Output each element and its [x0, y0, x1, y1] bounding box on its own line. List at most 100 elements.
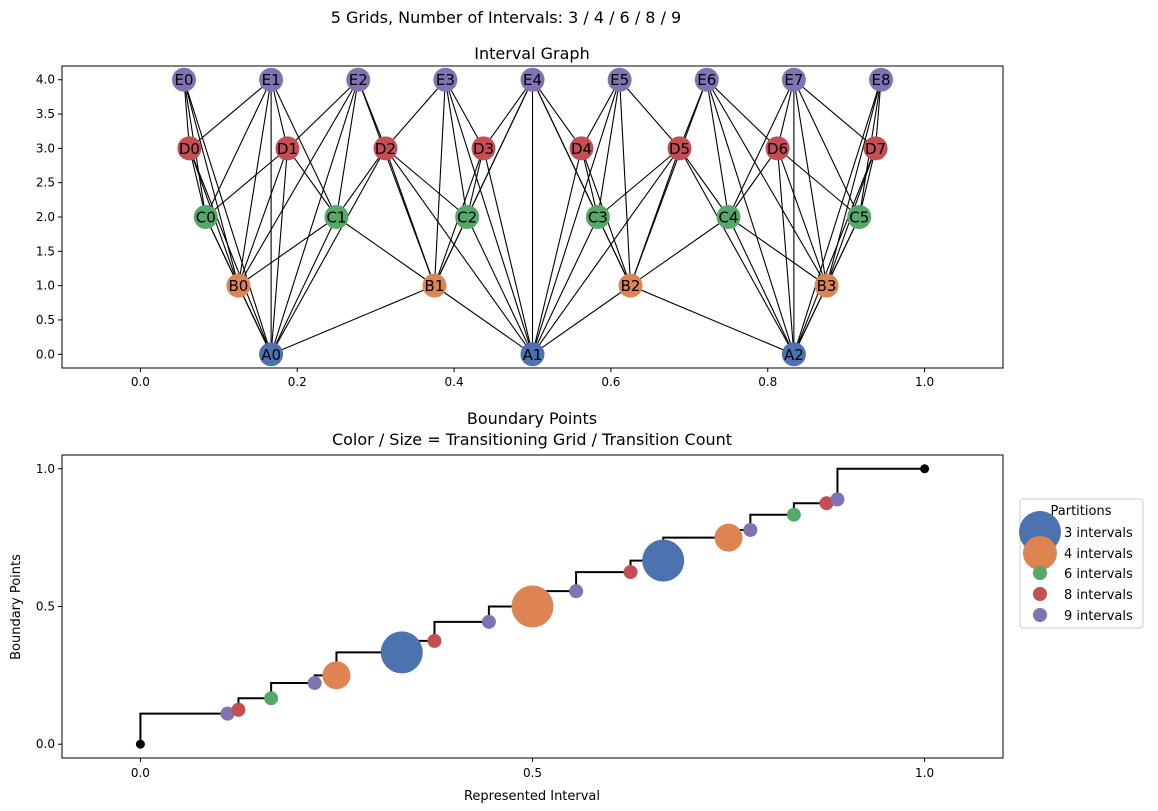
- graph-node: [869, 67, 894, 92]
- x-tick-label: 0.4: [445, 375, 464, 389]
- boundary-point: [819, 496, 834, 511]
- graph-node: [814, 273, 839, 298]
- graph-edge: [706, 79, 828, 286]
- graph-edge: [385, 148, 533, 355]
- graph-node-label: B2: [621, 277, 641, 295]
- graph-edge: [237, 79, 272, 286]
- interval-graph-panel: Interval Graph A0 A1 A2 B0 B1 B2 B3 C0 C1 C2 C3 C4 C…: [36, 44, 1004, 389]
- graph-node-label: A1: [523, 346, 543, 364]
- graph-node-label: D0: [179, 140, 200, 158]
- y-tick-label: 0.0: [36, 737, 55, 751]
- graph-edge: [444, 79, 468, 218]
- boundary-point: [511, 585, 554, 628]
- boundary-point: [427, 633, 442, 648]
- graph-edge: [793, 148, 877, 355]
- graph-node-label: B3: [817, 277, 837, 295]
- graph-edge: [335, 79, 359, 218]
- graph-node-label: E1: [262, 71, 281, 89]
- graph-edge: [630, 285, 795, 355]
- graph-node: [607, 67, 632, 92]
- graph-edge: [777, 148, 828, 286]
- graph-node-label: A2: [784, 346, 804, 364]
- legend-entry-label: 9 intervals: [1064, 609, 1133, 624]
- graph-edge: [270, 148, 288, 355]
- x-tick-label: 0.0: [131, 766, 150, 780]
- graph-edge: [482, 148, 534, 355]
- graph-edge: [270, 285, 435, 355]
- x-tick-label: 0.8: [758, 375, 777, 389]
- boundary-point-markers: [135, 464, 930, 749]
- graph-edge: [237, 148, 288, 286]
- graph-edge: [728, 79, 795, 218]
- graph-edge: [287, 79, 359, 149]
- graph-node-label: E4: [523, 71, 542, 89]
- graph-node-label: E0: [174, 71, 193, 89]
- graph-node: [847, 205, 872, 229]
- legend-entry-label: 4 intervals: [1064, 547, 1133, 562]
- x-axis-label: Represented Interval: [464, 789, 600, 804]
- graph-edge: [205, 216, 239, 286]
- x-tick-label: 1.0: [915, 766, 934, 780]
- graph-edge: [826, 79, 882, 286]
- graph-edge: [532, 216, 599, 355]
- graph-node: [781, 342, 806, 367]
- graph-node: [471, 136, 496, 161]
- legend-marker: [1033, 587, 1047, 601]
- boundary-point: [231, 702, 246, 717]
- graph-edge: [679, 148, 729, 218]
- y-tick-label: 1.0: [36, 462, 55, 476]
- graph-node-label: C4: [719, 209, 739, 227]
- legend-marker: [1033, 608, 1047, 622]
- graph-edge: [444, 79, 534, 355]
- boundary-point: [380, 631, 423, 674]
- boundary-point: [714, 523, 743, 552]
- graph-node-label: E8: [872, 71, 891, 89]
- boundary-point: [220, 706, 235, 721]
- graph-edge: [189, 79, 272, 149]
- graph-node: [716, 205, 741, 229]
- graph-node-label: C3: [588, 209, 608, 227]
- graph-edge: [270, 216, 337, 355]
- y-tick-label: 0.0: [36, 347, 55, 361]
- graph-edge: [357, 79, 386, 149]
- graph-node-label: D7: [865, 140, 886, 158]
- graph-node-label: C5: [849, 209, 869, 227]
- boundary-point: [623, 565, 638, 580]
- graph-edge: [466, 79, 533, 218]
- legend-marker: [1023, 536, 1057, 570]
- figure-suptitle: 5 Grids, Number of Intervals: 3 / 4 / 6 …: [331, 8, 681, 27]
- graph-node-label: E5: [610, 71, 629, 89]
- graph-edge: [706, 79, 778, 149]
- graph-edge: [385, 79, 446, 149]
- y-tick-label: 0.5: [36, 600, 55, 614]
- graph-node: [694, 67, 719, 92]
- graph-node: [422, 273, 447, 298]
- graph-edge: [581, 79, 621, 149]
- graph-edge: [385, 147, 468, 218]
- y-tick-label: 3.0: [36, 141, 55, 155]
- graph-edge: [630, 79, 708, 286]
- graph-edge: [728, 148, 778, 218]
- boundary-point: [830, 492, 845, 507]
- legend-entry-label: 3 intervals: [1064, 526, 1133, 541]
- graph-edge: [826, 216, 860, 286]
- graph-edge: [706, 79, 795, 355]
- boundary-point: [743, 522, 758, 537]
- graph-edge: [531, 148, 583, 355]
- graph-node-label: C1: [326, 209, 346, 227]
- graph-edge: [188, 148, 272, 355]
- boundary-point: [481, 614, 496, 629]
- graph-edge: [777, 147, 860, 218]
- y-tick-label: 1.0: [36, 279, 55, 293]
- graph-edge: [630, 216, 729, 287]
- graph-node-label: D6: [767, 140, 788, 158]
- legend-entry-label: 6 intervals: [1064, 567, 1133, 582]
- graph-node-label: D5: [669, 140, 690, 158]
- graph-node: [259, 67, 284, 92]
- legend-entries: 3 intervals 4 intervals 6 intervals 8 inter…: [1019, 511, 1133, 624]
- graph-node: [177, 136, 202, 161]
- graph-edge: [532, 148, 680, 355]
- x-tick-label: 0.2: [288, 375, 307, 389]
- graph-node: [618, 273, 643, 298]
- graph-edge: [777, 148, 795, 355]
